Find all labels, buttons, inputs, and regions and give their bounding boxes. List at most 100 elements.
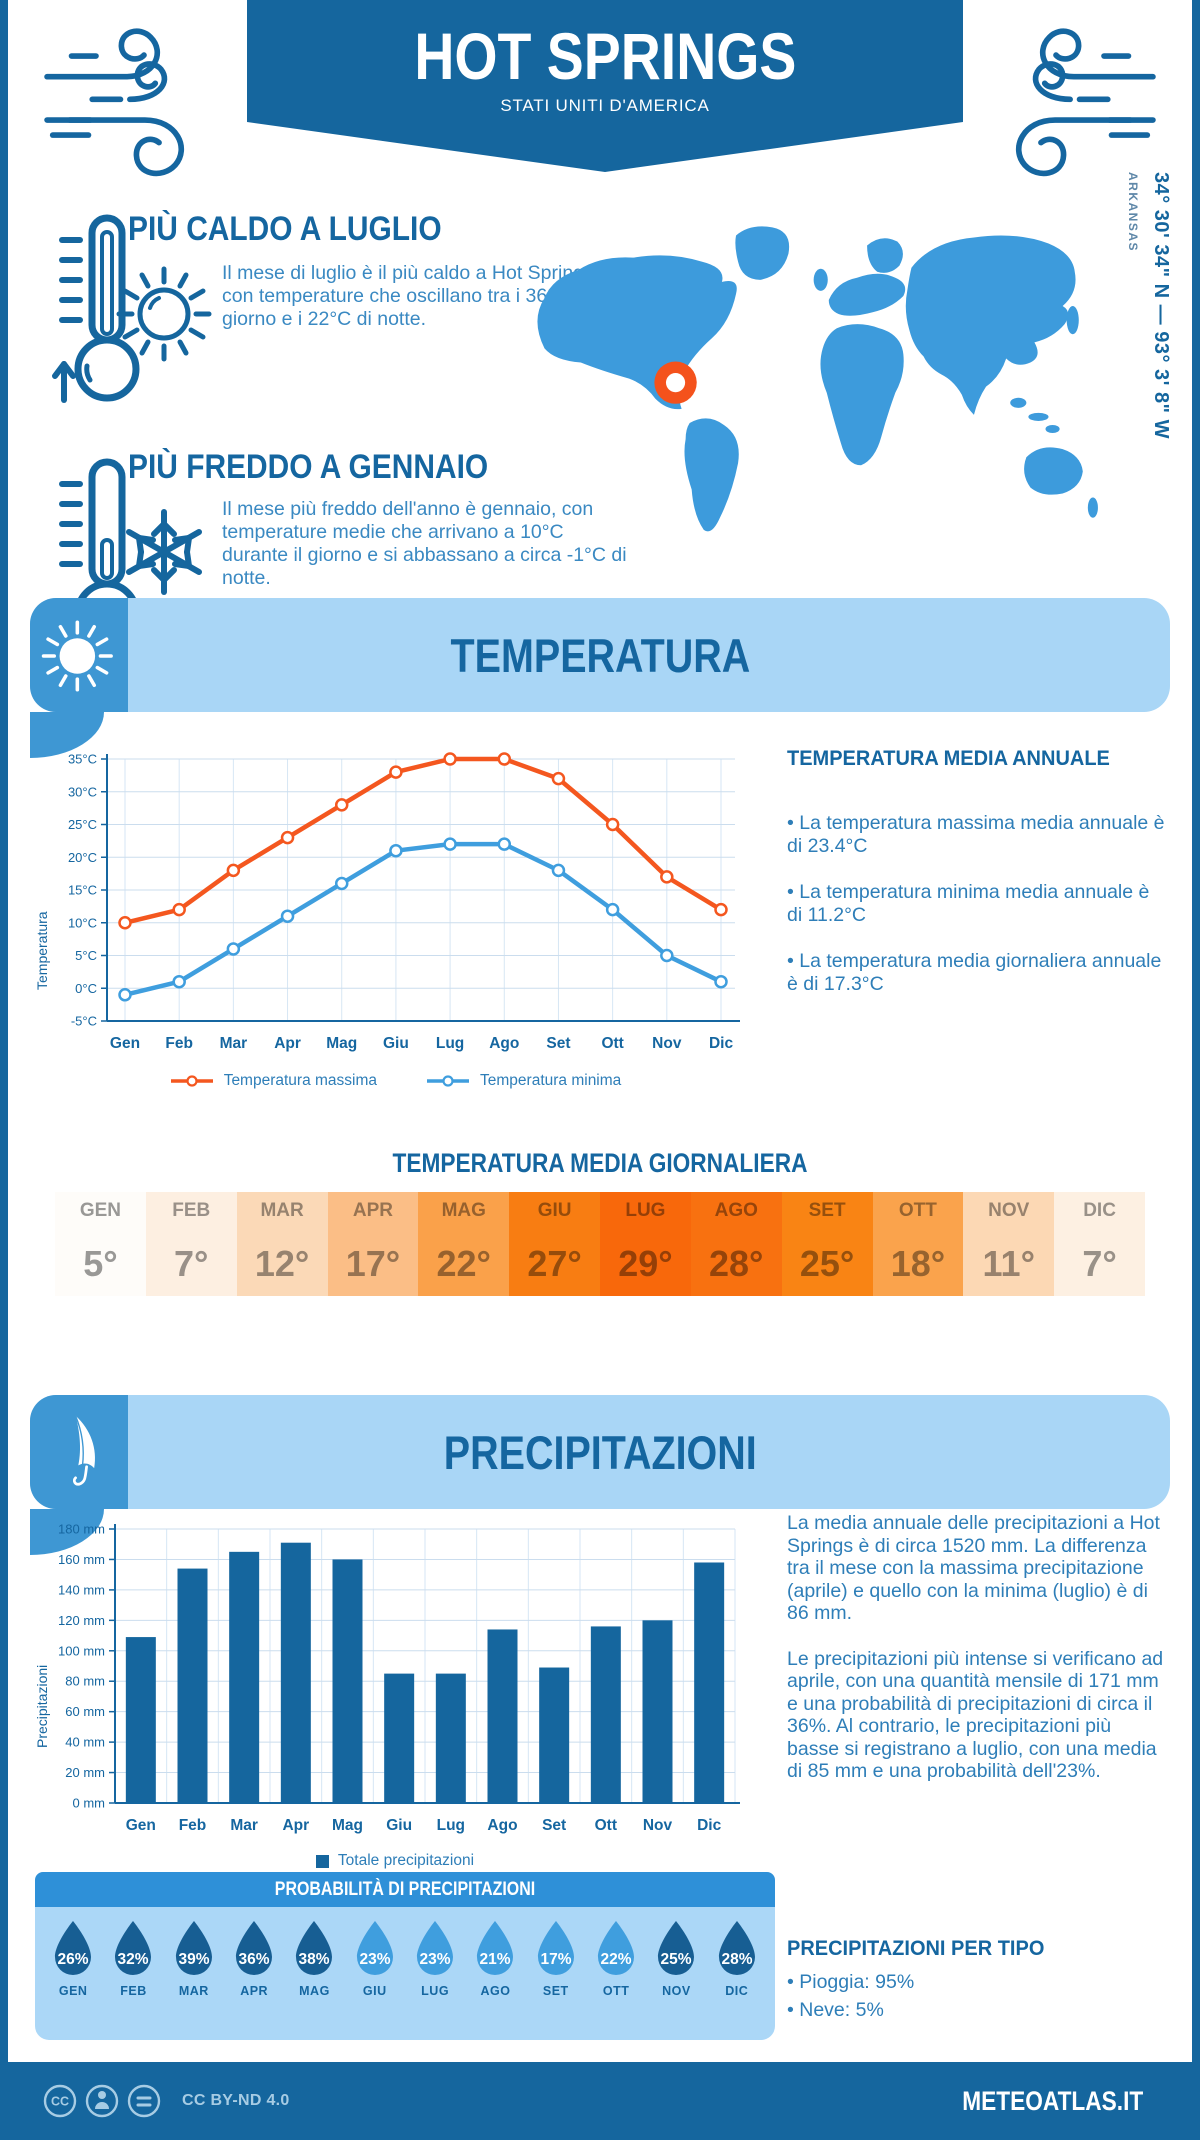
temp-table-column-ago: AGO 28° [690,1192,782,1296]
svg-text:60 mm: 60 mm [65,1704,105,1719]
svg-text:23%: 23% [359,1951,390,1968]
svg-text:Feb: Feb [179,1817,207,1834]
temp-table-month: NOV [963,1192,1055,1232]
header-banner: HOT SPRINGS STATI UNITI D'AMERICA [247,0,963,172]
snowflake-icon [126,509,202,595]
annual-temperature-bullets: • La temperatura massima media annuale è… [787,812,1165,1019]
svg-text:Dic: Dic [709,1035,734,1052]
temp-table-value: 22° [436,1243,491,1284]
coordinates-label: 34° 30' 34" N — 93° 3' 8" W [1150,172,1172,439]
temperature-banner-strip [30,598,128,712]
precipitation-chart-legend: Totale precipitazioni [45,1852,745,1870]
drop-month-label: DIC [725,1984,749,1998]
legend-label: Temperatura massima [223,1072,378,1089]
bar-dic [694,1562,725,1803]
svg-text:17%: 17% [540,1951,571,1968]
probability-drop-gen: 26% GEN [45,1919,101,1998]
site-label: METEOATLAS.IT [961,2085,1143,2116]
sun-banner-icon [41,620,113,692]
svg-text:Apr: Apr [274,1035,301,1052]
left-border [0,0,8,2140]
svg-text:38%: 38% [299,1951,330,1968]
precipitation-chart-ylabel: Precipitazioni [34,1664,50,1748]
bar-ott [590,1626,621,1803]
svg-text:20 mm: 20 mm [65,1765,105,1780]
drop-icon: 21% [477,1921,514,1976]
legend-item: Temperatura massima [169,1072,377,1090]
bar-lug [435,1673,466,1803]
svg-text:Apr: Apr [282,1817,309,1834]
svg-text:15°C: 15°C [68,883,97,898]
annual-bullet: • La temperatura minima media annuale è … [787,881,1150,926]
temp-table-value: 12° [254,1243,310,1284]
temp-table-value: 18° [890,1243,946,1284]
probability-drop-mag: 38% MAG [286,1919,342,1998]
svg-text:Mag: Mag [332,1817,363,1834]
temperature-chart-legend: Temperatura massima Temperatura minima [45,1072,745,1090]
temp-table-column-gen: GEN 5° [55,1192,146,1296]
svg-text:140 mm: 140 mm [58,1582,105,1597]
drop-icon: 39% [175,1921,212,1976]
page-title: HOT SPRINGS [414,19,796,93]
drop-month-label: GEN [58,1984,88,1998]
temperature-line-chart: 35°C 30°C 25°C 20°C 15°C 10°C 5°C 0°C -5°C Gen Feb… [68,752,740,1052]
temperature-chart-ylabel: Temperatura [34,911,50,990]
svg-text:Mag: Mag [326,1035,357,1052]
temp-table-value: 27° [527,1243,582,1284]
umbrella-icon [72,1415,96,1486]
svg-text:10°C: 10°C [68,915,97,930]
drop-month-label: AGO [480,1984,511,1998]
drop-month-label: MAG [299,1984,330,1998]
precipitation-paragraph: Le precipitazioni più intense si verific… [787,1647,1164,1783]
creative-commons-icons: CC [43,2084,161,2118]
drop-icon: 28% [718,1921,755,1976]
temp-table-month: LUG [600,1192,691,1232]
cold-highlight-title: PIÙ FREDDO A GENNAIO [128,448,489,486]
svg-text:Gen: Gen [126,1817,156,1834]
svg-text:35°C: 35°C [68,752,97,767]
drop-month-label: GIU [362,1984,387,1998]
legend-item: Temperatura minima [425,1072,621,1090]
legend-item: Totale precipitazioni [315,1852,474,1870]
svg-text:Ott: Ott [595,1817,617,1834]
probability-drop-dic: 28% DIC [709,1919,765,1998]
drop-month-label: APR [240,1984,269,1998]
temp-table-value: 25° [799,1243,855,1284]
precipitation-types-title: PRECIPITAZIONI PER TIPO [787,1936,1045,1960]
temp-table-column-set: SET 25° [781,1192,873,1296]
svg-text:Nov: Nov [643,1817,673,1834]
precipitation-probability-panel: PROBABILITÀ DI PRECIPITAZIONI 26% GEN 32% F… [35,1872,775,2040]
wind-icon [44,28,185,177]
svg-text:-5°C: -5°C [71,1014,97,1029]
type-bullet: • Neve: 5% [787,1999,884,2021]
temp-table-month: GEN [55,1192,146,1232]
temp-table-month: AGO [690,1192,782,1232]
temp-table-month: MAG [418,1192,510,1232]
svg-text:26%: 26% [58,1951,89,1968]
drop-month-label: MAR [178,1984,209,1998]
svg-text:Gen: Gen [110,1035,140,1052]
svg-text:40 mm: 40 mm [65,1735,105,1750]
svg-text:0°C: 0°C [75,981,97,996]
precipitation-banner-strip [30,1395,128,1509]
hot-highlight-title: PIÙ CALDO A LUGLIO [128,210,442,248]
temp-table-month: MAR [236,1192,328,1232]
temp-table-column-ott: OTT 18° [872,1192,964,1296]
svg-text:20°C: 20°C [68,850,97,865]
location-marker [654,361,697,404]
drop-icon: 32% [115,1921,152,1976]
bar-mar [229,1551,260,1803]
temp-table-value: 5° [83,1243,118,1284]
bar-mag [332,1559,363,1803]
svg-text:0 mm: 0 mm [73,1796,106,1811]
daily-temperature-table: GEN 5° FEB 7° MAR 12° APR 17° MAG 22° GIU 27° LUG 29°… [55,1192,1145,1296]
drop-month-label: OTT [602,1984,630,1998]
probability-drop-ago: 21% AGO [467,1919,523,1998]
license-label: CC BY-ND 4.0 [182,2092,290,2109]
temp-table-month: DIC [1054,1192,1145,1232]
svg-text:180 mm: 180 mm [58,1522,105,1537]
temp-table-month: GIU [509,1192,600,1232]
svg-text:160 mm: 160 mm [58,1552,105,1567]
temp-table-value: 29° [618,1243,673,1284]
temp-table-month: OTT [872,1192,964,1232]
